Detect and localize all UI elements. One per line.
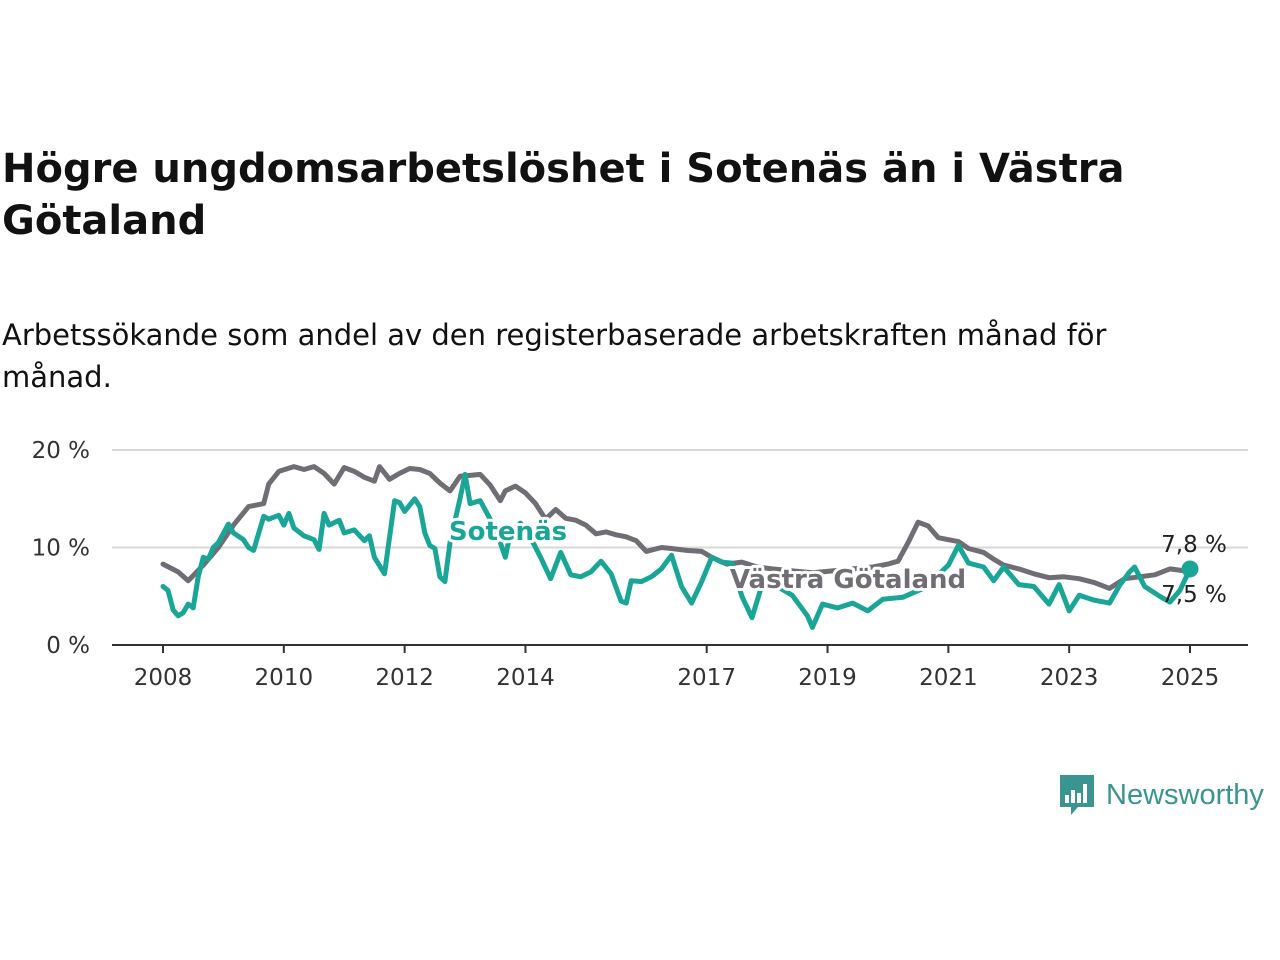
- chart-subtitle: Arbetssökande som andel av den registerb…: [2, 318, 1107, 394]
- x-tick-label: 2008: [134, 665, 193, 691]
- y-tick-label: 20 %: [32, 438, 90, 464]
- series-label: Västra Götaland: [730, 565, 966, 595]
- x-tick-label: 2014: [496, 665, 555, 691]
- series-line-soten-s: [160, 471, 1193, 630]
- end-value-label: 7,8 %: [1161, 532, 1227, 558]
- y-tick-label: 10 %: [32, 536, 90, 562]
- brand-name: Newsworthy: [1106, 778, 1264, 811]
- chart-title: Högre ungdomsarbetslöshet i Sotenäs än i…: [2, 146, 1125, 244]
- x-tick-label: 2021: [919, 665, 978, 691]
- series-lines: [160, 464, 1193, 630]
- end-point: [1181, 560, 1199, 578]
- x-tick-label: 2025: [1161, 665, 1220, 691]
- series-label-halo: Västra Götaland: [730, 565, 966, 595]
- x-axis: 2008 2010 2012 2014 2017 2019 2021 2023 2025: [112, 644, 1248, 691]
- x-tick-label: 2012: [375, 665, 434, 691]
- newsworthy-logo-icon: [1060, 775, 1094, 815]
- y-tick-label: 0 %: [46, 633, 90, 659]
- x-tick-label: 2017: [677, 665, 736, 691]
- x-tick-label: 2010: [255, 665, 314, 691]
- series-line-v-stra-g-taland: [160, 464, 1193, 591]
- series-label-halo: Sotenäs: [449, 517, 567, 547]
- x-tick-label: 2019: [798, 665, 857, 691]
- x-tick-label: 2023: [1040, 665, 1099, 691]
- end-value-label: 7,5 %: [1161, 582, 1227, 608]
- newsworthy-brand[interactable]: Newsworthy: [1058, 773, 1264, 817]
- series-label: Sotenäs: [449, 517, 567, 547]
